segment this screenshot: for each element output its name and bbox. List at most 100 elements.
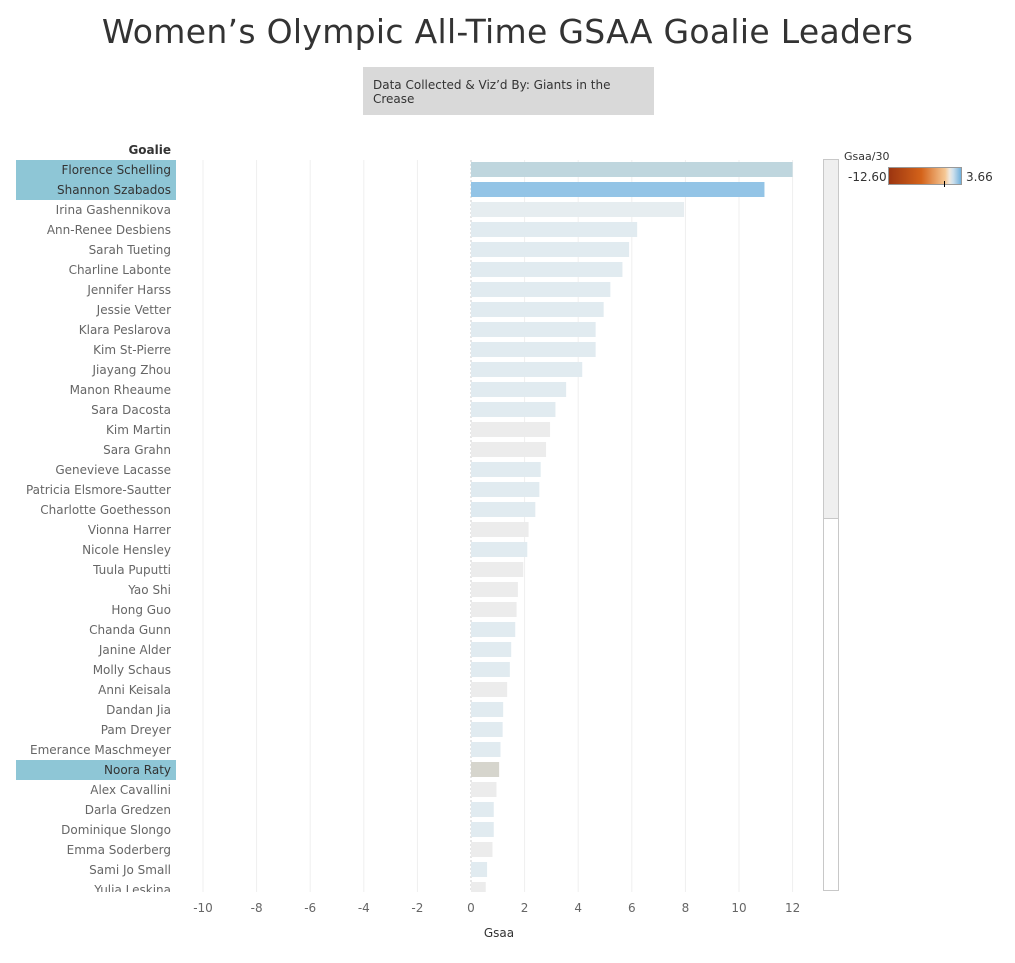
x-tick-label: 10	[731, 901, 746, 915]
bar	[471, 182, 765, 197]
bar	[471, 762, 500, 777]
goalie-label: Anni Keisala	[98, 683, 171, 697]
goalie-label: Emma Soderberg	[67, 843, 171, 857]
goalie-label: Vionna Harrer	[88, 523, 171, 537]
goalie-label: Noora Raty	[104, 763, 171, 777]
goalie-label: Charline Labonte	[69, 263, 171, 277]
goalie-label: Yulia Leskina	[93, 883, 171, 897]
goalie-label: Jiayang Zhou	[92, 363, 172, 377]
goalie-label: Ann-Renee Desbiens	[47, 223, 171, 237]
bar	[471, 862, 488, 877]
x-tick-label: 2	[521, 901, 529, 915]
bar	[471, 322, 596, 337]
goalie-label: Darla Gredzen	[85, 803, 171, 817]
row-highlight	[16, 760, 176, 780]
legend-min: -12.60	[848, 170, 887, 184]
bar	[471, 502, 536, 517]
x-tick-label: 6	[628, 901, 636, 915]
bar	[471, 842, 493, 857]
credit-box: Data Collected & Viz’d By: Giants in the…	[363, 67, 654, 115]
goalie-label: Sami Jo Small	[89, 863, 171, 877]
x-tick-label: -8	[251, 901, 263, 915]
bar	[471, 462, 541, 477]
bar	[471, 642, 512, 657]
bar	[471, 882, 486, 892]
goalie-label: Patricia Elsmore-Sautter	[26, 483, 171, 497]
x-tick-label: 4	[574, 901, 582, 915]
row-highlight	[16, 160, 176, 180]
goalie-label: Emerance Maschmeyer	[30, 743, 171, 757]
bar	[471, 522, 529, 537]
goalie-label: Sarah Tueting	[89, 243, 171, 257]
goalie-label: Kim Martin	[106, 423, 171, 437]
bar	[471, 782, 497, 797]
bar	[471, 242, 630, 257]
goalie-label: Genevieve Lacasse	[55, 463, 171, 477]
bar	[471, 422, 551, 437]
goalie-label: Tuula Puputti	[92, 563, 171, 577]
bar	[471, 202, 685, 217]
bar	[471, 302, 604, 317]
bar	[471, 582, 518, 597]
x-tick-label: 0	[467, 901, 475, 915]
bar	[471, 622, 516, 637]
bar	[471, 282, 611, 297]
bar	[471, 702, 504, 717]
goalie-label: Jessie Vetter	[96, 303, 171, 317]
scrollbar-thumb[interactable]	[824, 160, 838, 519]
goalie-label: Yao Shi	[127, 583, 171, 597]
x-tick-label: -6	[304, 901, 316, 915]
bar	[471, 802, 494, 817]
goalie-label: Hong Guo	[111, 603, 171, 617]
row-highlight	[16, 180, 176, 200]
goalie-label: Sara Dacosta	[91, 403, 171, 417]
bar	[471, 742, 501, 757]
bar	[471, 382, 567, 397]
goalie-label: Jennifer Harss	[86, 283, 171, 297]
legend-gradient	[888, 167, 962, 185]
rows: Florence Schelling Shannon Szabados Irina …	[16, 160, 793, 897]
goalie-label: Klara Peslarova	[79, 323, 171, 337]
bar	[471, 562, 524, 577]
goalie-label: Manon Rheaume	[70, 383, 171, 397]
goalie-label: Pam Dreyer	[101, 723, 171, 737]
goalie-label: Sara Grahn	[103, 443, 171, 457]
bar	[471, 822, 494, 837]
goalie-label: Charlotte Goethesson	[40, 503, 171, 517]
bar	[471, 482, 540, 497]
chart-title: Women’s Olympic All-Time GSAA Goalie Lea…	[101, 12, 914, 51]
bar	[471, 162, 793, 177]
bar	[471, 222, 638, 237]
goalie-label: Dominique Slongo	[61, 823, 171, 837]
x-axis-title: Gsaa	[484, 926, 514, 940]
x-tick-label: 12	[785, 901, 800, 915]
vertical-scrollbar[interactable]	[823, 159, 839, 891]
x-tick-label: -10	[193, 901, 213, 915]
goalie-label: Shannon Szabados	[57, 183, 171, 197]
goalie-label: Florence Schelling	[62, 163, 171, 177]
bar	[471, 442, 547, 457]
bar	[471, 542, 528, 557]
goalie-label: Alex Cavallini	[90, 783, 171, 797]
goalie-label: Molly Schaus	[93, 663, 171, 677]
goalie-label: Irina Gashennikova	[56, 203, 171, 217]
row-header: Goalie	[128, 143, 171, 157]
goalie-label: Nicole Hensley	[82, 543, 171, 557]
goalie-label: Kim St-Pierre	[93, 343, 171, 357]
goalie-label: Chanda Gunn	[89, 623, 171, 637]
bar	[471, 662, 510, 677]
bar	[471, 362, 583, 377]
x-tick-label: -4	[358, 901, 370, 915]
legend-max: 3.66	[966, 170, 993, 184]
x-tick-label: -2	[411, 901, 423, 915]
bar	[471, 262, 623, 277]
goalie-label: Dandan Jia	[106, 703, 171, 717]
bar	[471, 682, 508, 697]
legend-title: Gsaa/30	[844, 150, 890, 163]
bar	[471, 342, 596, 357]
legend-marker	[944, 181, 945, 187]
bar	[471, 602, 517, 617]
goalie-label: Janine Alder	[98, 643, 171, 657]
bar	[471, 722, 503, 737]
